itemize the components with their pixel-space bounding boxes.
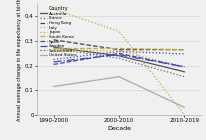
X-axis label: Decade: Decade bbox=[107, 126, 130, 131]
Y-axis label: Annual average change in life expectancy at birth: Annual average change in life expectancy… bbox=[17, 0, 22, 121]
Legend: Australia, France, Hong Kong, Italy, Japan, South Korea, Spain, Sweden, Switzerl: Australia, France, Hong Kong, Italy, Jap… bbox=[39, 6, 77, 58]
